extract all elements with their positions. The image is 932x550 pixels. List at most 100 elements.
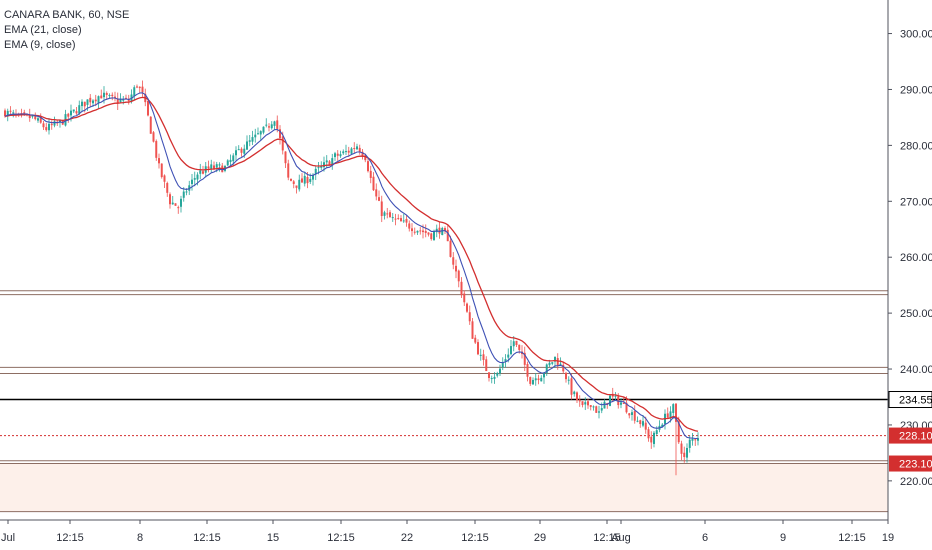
candle-body — [485, 359, 488, 372]
candle-body — [430, 233, 433, 240]
candle-body — [259, 131, 262, 135]
candle-body — [364, 155, 367, 161]
candle-body — [50, 123, 53, 126]
candle-body — [367, 161, 369, 172]
candle-body — [419, 230, 422, 232]
candle-body — [320, 166, 323, 168]
candle-body — [507, 354, 510, 358]
price-label-box — [889, 455, 932, 472]
candle-body — [573, 391, 576, 395]
candle-body — [565, 372, 567, 380]
candle-body — [463, 293, 466, 303]
candle-body — [446, 229, 449, 242]
candle-body — [391, 217, 394, 219]
y-tick-label: 240.00 — [900, 364, 932, 376]
candle-body — [185, 191, 188, 193]
candle-body — [600, 408, 603, 411]
candle-body — [490, 378, 493, 380]
candle-body — [240, 148, 243, 153]
candle-body — [510, 346, 512, 355]
candle-body — [529, 377, 532, 384]
candle-body — [570, 378, 573, 395]
candle-body — [23, 112, 26, 114]
candle-body — [697, 438, 699, 441]
candle-body — [193, 178, 196, 180]
candle-body — [92, 100, 94, 104]
candle-body — [182, 191, 185, 198]
candle-body — [262, 126, 265, 133]
candle-body — [620, 402, 622, 405]
candle-body — [279, 129, 281, 138]
candle-body — [512, 341, 515, 347]
candle-body — [460, 281, 463, 296]
candle-body — [174, 203, 177, 206]
candle-body — [515, 340, 518, 345]
x-tick-label: 29 — [534, 532, 546, 544]
candle-body — [31, 115, 34, 117]
candle-body — [89, 97, 92, 103]
candle-body — [631, 412, 633, 415]
candle-body — [358, 147, 361, 153]
candle-body — [457, 270, 460, 282]
candle-body — [213, 165, 215, 169]
candle-body — [449, 240, 452, 257]
candle-body — [149, 116, 152, 134]
y-tick-label: 300.00 — [900, 29, 932, 41]
candle-body — [581, 401, 584, 406]
candle-body — [111, 94, 114, 97]
y-tick-label: 250.00 — [900, 308, 932, 320]
candle-body — [578, 399, 581, 402]
candle-body — [347, 150, 350, 153]
candle-body — [686, 447, 688, 458]
candle-body — [138, 86, 141, 89]
candle-body — [155, 141, 158, 158]
candle-body — [408, 223, 411, 229]
candle-body — [644, 422, 647, 430]
candle-body — [237, 149, 240, 151]
candle-body — [433, 231, 435, 240]
candle-body — [647, 429, 650, 439]
candle-body — [83, 101, 86, 107]
candle-body — [45, 127, 48, 131]
candle-body — [372, 176, 375, 191]
candle-body — [427, 232, 430, 235]
candle-body — [9, 110, 12, 112]
candle-body — [147, 100, 149, 116]
candle-body — [345, 151, 347, 153]
candle-body — [81, 101, 83, 107]
candle-body — [655, 430, 658, 435]
candle-body — [199, 170, 202, 174]
candle-body — [295, 185, 298, 188]
price-label: 234.55 — [899, 395, 932, 407]
candle-body — [202, 171, 204, 174]
candle-body — [416, 230, 419, 233]
candle-body — [301, 178, 303, 183]
x-tick-label: Jul — [1, 532, 15, 544]
candle-body — [325, 160, 328, 163]
candle-body — [86, 99, 89, 105]
price-label-box — [889, 427, 932, 444]
candle-body — [595, 406, 598, 413]
candle-body — [317, 167, 320, 169]
candles — [4, 80, 699, 476]
candle-body — [534, 378, 537, 381]
candle-body — [103, 92, 105, 98]
y-tick-label: 270.00 — [900, 196, 932, 208]
x-tick-label: 12:15 — [56, 532, 84, 544]
candle-body — [661, 424, 664, 427]
candle-body — [380, 201, 383, 217]
candle-body — [545, 364, 548, 374]
candle-body — [37, 118, 39, 121]
x-tick-label: 12:15 — [461, 532, 489, 544]
candle-body — [125, 97, 127, 99]
candle-body — [441, 227, 444, 236]
candle-body — [642, 421, 644, 426]
x-tick-label: 19 — [882, 532, 894, 544]
ema21-line — [4, 96, 699, 432]
x-tick-label: 12:15 — [327, 532, 355, 544]
candle-body — [383, 212, 386, 216]
candle-body — [290, 178, 292, 181]
candle-body — [34, 115, 37, 120]
candle-body — [614, 395, 617, 397]
